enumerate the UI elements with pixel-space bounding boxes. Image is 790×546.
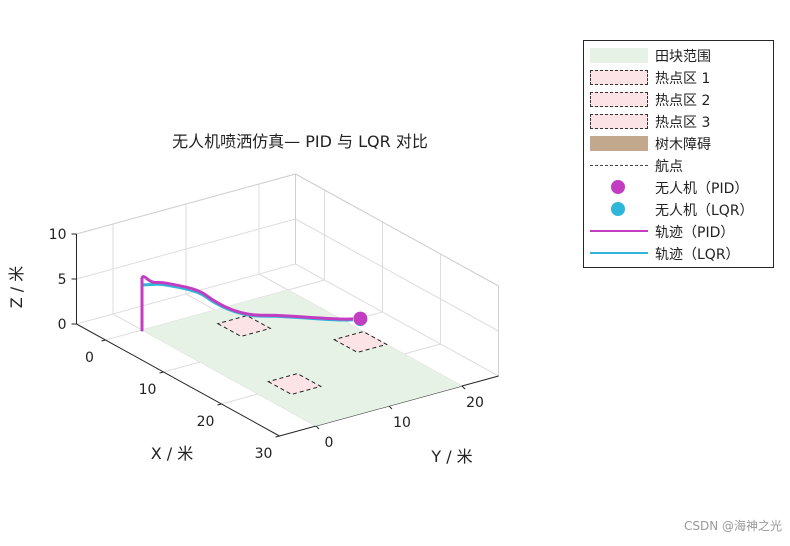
legend-line [590, 165, 648, 166]
legend-marker [611, 180, 625, 194]
watermark: CSDN @海神之光 [683, 519, 782, 533]
z-tick-label: 0 [58, 317, 67, 333]
legend-swatch [590, 70, 648, 85]
x-tick [275, 435, 280, 438]
x-tick-label: 20 [197, 414, 215, 430]
y-tick-label: 0 [325, 435, 334, 451]
hotspot-3 [332, 331, 388, 353]
legend-marker [611, 202, 625, 216]
legend: 田块范围热点区 1 热点区 2 热点区 3 树木障碍航点无人机（PID） 无人机（LQR… [583, 40, 774, 268]
x-tick-label: 0 [85, 350, 94, 366]
y-tick-label: 20 [466, 395, 484, 411]
hotspot-2 [266, 373, 323, 395]
x-axis-line [76, 323, 280, 437]
legend-entry: 树木障碍 [584, 133, 773, 155]
wall-gridline [295, 218, 499, 332]
wall-gridline [76, 263, 296, 325]
legend-entry: 无人机（PID） [584, 177, 773, 199]
legend-label: 轨迹（LQR） [655, 247, 740, 263]
z-tick-label: 10 [49, 227, 67, 243]
x-tick-label: 30 [255, 446, 273, 462]
y-tick [461, 385, 466, 390]
legend-swatch [590, 92, 648, 107]
x-tick-label: 10 [139, 382, 157, 398]
wall-gridline [76, 218, 296, 280]
z-axis-label: Z / 米 [7, 266, 26, 309]
x-tick [101, 339, 106, 342]
field-area [142, 290, 462, 426]
legend-label: 热点区 1 [655, 71, 711, 87]
legend-entry: 热点区 1 [584, 67, 773, 89]
legend-entry: 轨迹（PID） [584, 221, 773, 243]
x-tick [159, 371, 164, 374]
legend-label: 田块范围 [655, 49, 711, 65]
legend-swatch [590, 114, 648, 129]
x-axis-label: X / 米 [151, 444, 194, 463]
y-tick [315, 425, 320, 430]
legend-label: 热点区 3 [655, 115, 711, 131]
legend-swatch [590, 48, 648, 63]
legend-label: 热点区 2 [655, 93, 711, 109]
z-tick-label: 5 [58, 272, 67, 288]
box-edge [76, 173, 296, 235]
box-edge [295, 173, 499, 287]
legend-line [590, 252, 648, 254]
legend-label: 无人机（LQR） [655, 203, 754, 219]
chart-title: 无人机喷洒仿真— PID 与 LQR 对比 [172, 132, 428, 151]
legend-label: 树木障碍 [655, 137, 711, 153]
legend-label: 航点 [655, 159, 683, 175]
y-tick-label: 10 [393, 415, 411, 431]
legend-entry: 热点区 2 [584, 89, 773, 111]
legend-entry: 热点区 3 [584, 111, 773, 133]
y-tick [388, 405, 393, 410]
legend-line [590, 230, 648, 232]
legend-label: 无人机（PID） [655, 181, 749, 197]
legend-entry: 轨迹（LQR） [584, 243, 773, 265]
x-tick [217, 403, 222, 406]
legend-swatch [590, 136, 648, 151]
legend-entry: 航点 [584, 155, 773, 177]
legend-label: 轨迹（PID） [655, 225, 735, 241]
uav-pid-marker-top [353, 311, 368, 326]
legend-entry: 田块范围 [584, 45, 773, 67]
legend-entry: 无人机（LQR） [584, 199, 773, 221]
y-axis-label: Y / 米 [430, 447, 472, 466]
trajectory-pid [140, 275, 362, 332]
hotspot-1 [216, 315, 272, 337]
wall-gridline [295, 263, 499, 377]
